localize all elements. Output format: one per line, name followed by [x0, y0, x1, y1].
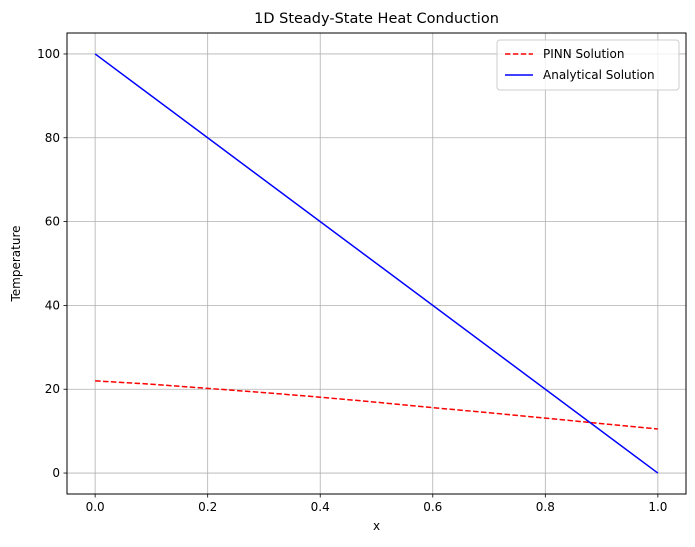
legend-label-pinn: PINN Solution — [543, 47, 624, 61]
plot-frame — [66, 32, 687, 495]
x-tick-label: 0.6 — [423, 500, 442, 514]
x-tick-label: 0.2 — [198, 500, 217, 514]
legend-box — [496, 39, 680, 91]
x-tick-label: 0.0 — [86, 500, 105, 514]
x-axis-label: x — [373, 519, 380, 533]
y-tick-label: 100 — [37, 47, 60, 61]
y-tick-label: 60 — [45, 215, 60, 229]
y-tick-label: 40 — [45, 298, 60, 312]
chart-title: 1D Steady-State Heat Conduction — [254, 11, 499, 27]
series-line-analytical — [94, 53, 659, 474]
legend-label-analytical: Analytical Solution — [543, 68, 655, 82]
y-tick-label: 80 — [45, 131, 60, 145]
y-axis-label: Temperature — [9, 225, 23, 302]
x-tick-label: 0.8 — [536, 500, 555, 514]
series-line-pinn — [95, 380, 658, 430]
x-tick-label: 1.0 — [648, 500, 667, 514]
y-tick-label: 0 — [52, 466, 60, 480]
y-tick-label: 20 — [45, 382, 60, 396]
x-tick-label: 0.4 — [311, 500, 330, 514]
legend: PINN Solution Analytical Solution — [496, 39, 680, 91]
